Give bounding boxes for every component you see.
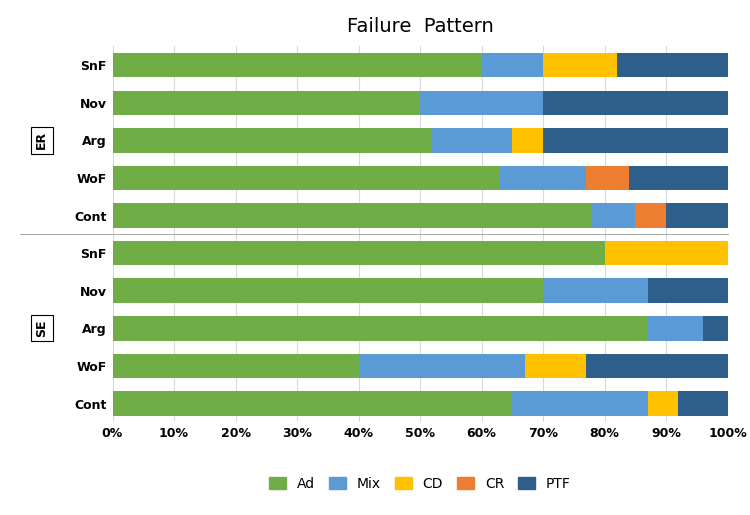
Bar [112, 354, 358, 378]
Bar [524, 354, 586, 378]
Bar [647, 279, 728, 303]
Bar [647, 316, 703, 340]
Bar [647, 391, 678, 416]
Bar [112, 241, 604, 265]
Bar [112, 203, 592, 228]
Bar [112, 91, 420, 115]
Bar [604, 241, 728, 265]
Bar [482, 53, 543, 77]
Bar [635, 203, 666, 228]
Bar [112, 128, 432, 152]
Bar [112, 279, 543, 303]
Text: SE: SE [35, 320, 48, 337]
Bar [500, 166, 586, 190]
Bar [112, 391, 512, 416]
Bar [543, 91, 728, 115]
Bar [666, 203, 728, 228]
Title: Failure  Pattern: Failure Pattern [346, 18, 494, 37]
Bar [629, 166, 728, 190]
Bar [616, 53, 728, 77]
Bar [592, 203, 635, 228]
Bar [678, 391, 728, 416]
Bar [543, 53, 616, 77]
Bar [112, 53, 482, 77]
Legend: Ad, Mix, CD, CR, PTF: Ad, Mix, CD, CR, PTF [269, 476, 571, 491]
Bar [432, 128, 512, 152]
Bar [586, 354, 728, 378]
Bar [112, 166, 500, 190]
Bar [420, 91, 543, 115]
Bar [586, 166, 629, 190]
Bar [512, 128, 543, 152]
Bar [358, 354, 524, 378]
Bar [543, 128, 728, 152]
Bar [112, 316, 647, 340]
Bar [512, 391, 647, 416]
Bar [543, 279, 647, 303]
Text: ER: ER [35, 131, 48, 149]
Bar [703, 316, 727, 340]
